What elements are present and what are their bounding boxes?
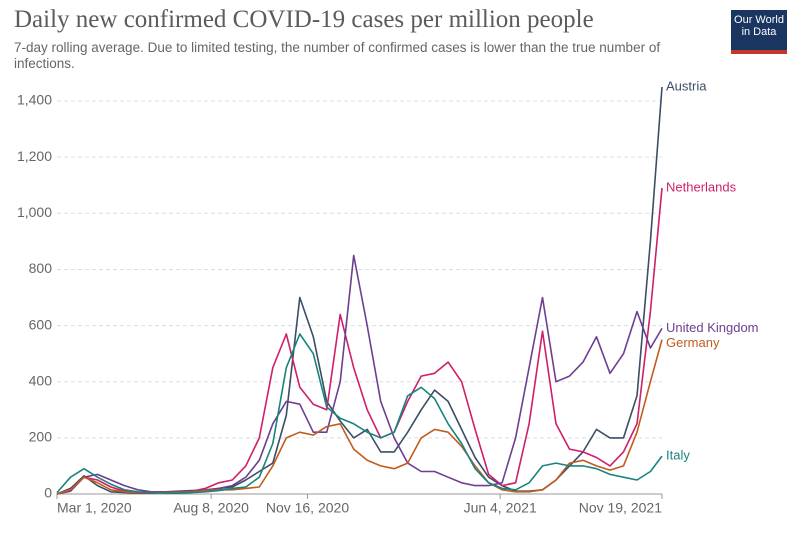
legend-label: Austria xyxy=(666,78,707,93)
legend-label: Germany xyxy=(666,335,720,350)
y-tick-label: 1,400 xyxy=(17,92,52,108)
x-tick-label: Nov 19, 2021 xyxy=(579,500,662,516)
y-tick-label: 400 xyxy=(29,372,53,388)
chart-subtitle: 7-day rolling average. Due to limited te… xyxy=(14,40,661,71)
chart-title: Daily new confirmed COVID-19 cases per m… xyxy=(14,6,594,33)
x-tick-label: Aug 8, 2020 xyxy=(173,500,249,516)
legend-label: United Kingdom xyxy=(666,320,759,335)
y-tick-label: 600 xyxy=(29,316,53,332)
y-tick-label: 800 xyxy=(29,260,53,276)
y-tick-label: 0 xyxy=(44,485,52,501)
y-tick-label: 1,200 xyxy=(17,148,52,164)
logo[interactable]: Our World in Data xyxy=(731,10,787,54)
x-tick-label: Mar 1, 2020 xyxy=(57,500,132,516)
y-tick-label: 200 xyxy=(29,429,53,445)
series-line xyxy=(56,86,663,495)
series-line xyxy=(56,339,663,495)
legend-label: Netherlands xyxy=(666,179,737,194)
x-tick-label: Jun 4, 2021 xyxy=(464,500,537,516)
series-line xyxy=(56,333,663,494)
legend-label: Italy xyxy=(666,448,690,463)
y-tick-label: 1,000 xyxy=(17,204,52,220)
series-line xyxy=(56,187,663,495)
series-line xyxy=(56,254,663,495)
x-tick-label: Nov 16, 2020 xyxy=(266,500,349,516)
